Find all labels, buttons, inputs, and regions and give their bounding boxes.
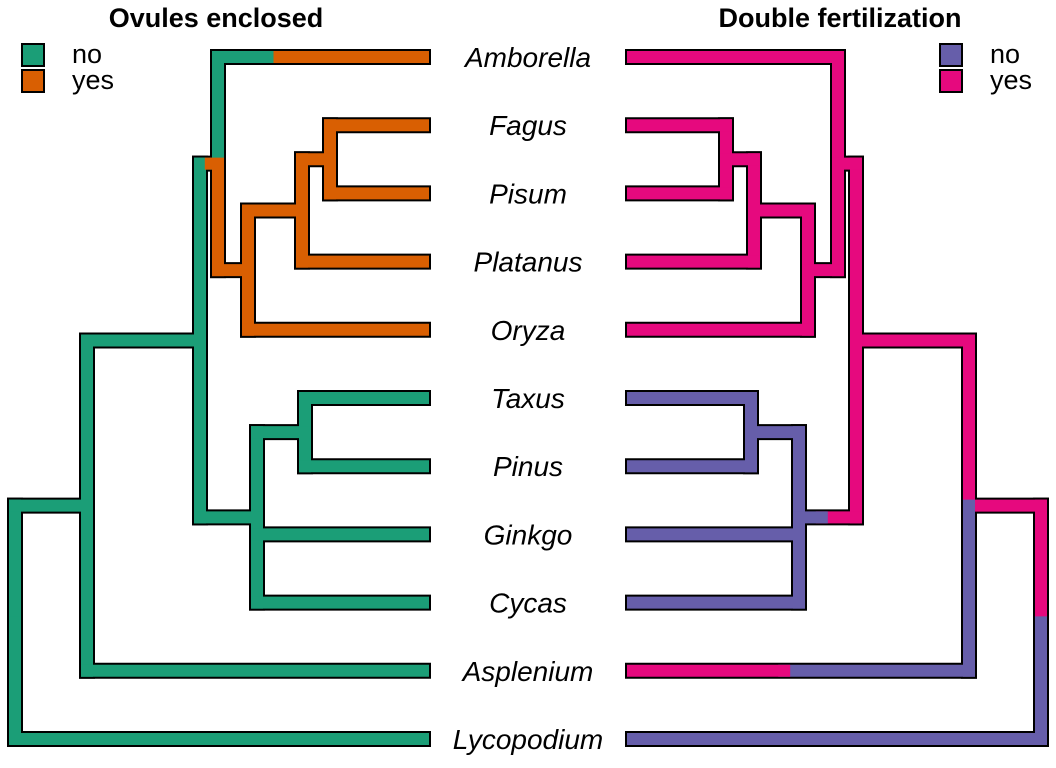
right-legend: no yes	[939, 39, 1032, 95]
taxon-label-lycopodium: Lycopodium	[453, 724, 603, 755]
left-legend: no yes	[21, 39, 114, 95]
left-legend-no-label: no	[72, 39, 102, 69]
ovules-enclosed-tree	[7, 49, 431, 747]
right-legend-yes-label: yes	[990, 65, 1032, 95]
taxon-label-ginkgo: Ginkgo	[484, 519, 573, 550]
right-panel-title: Double fertilization	[719, 3, 962, 33]
taxon-label-platanus: Platanus	[474, 247, 583, 278]
taxon-label-taxus: Taxus	[491, 383, 565, 414]
taxon-label-fagus: Fagus	[489, 110, 567, 141]
left-legend-no-swatch	[21, 43, 45, 67]
taxon-label-amborella: Amborella	[463, 42, 591, 73]
taxon-label-oryza: Oryza	[491, 315, 566, 346]
taxon-label-pisum: Pisum	[489, 178, 567, 209]
right-legend-no-swatch	[939, 43, 963, 67]
taxon-label-cycas: Cycas	[489, 588, 567, 619]
double-fertilization-tree	[625, 49, 1049, 747]
left-legend-yes-swatch	[21, 69, 45, 93]
left-panel-title: Ovules enclosed	[109, 3, 324, 33]
taxon-labels: Amborella Fagus Pisum Platanus Oryza Taxus Pin…	[453, 42, 603, 755]
taxon-label-asplenium: Asplenium	[461, 656, 594, 687]
taxon-label-pinus: Pinus	[493, 451, 563, 482]
left-legend-yes-label: yes	[72, 65, 114, 95]
right-legend-no-label: no	[990, 39, 1020, 69]
right-legend-yes-swatch	[939, 69, 963, 93]
